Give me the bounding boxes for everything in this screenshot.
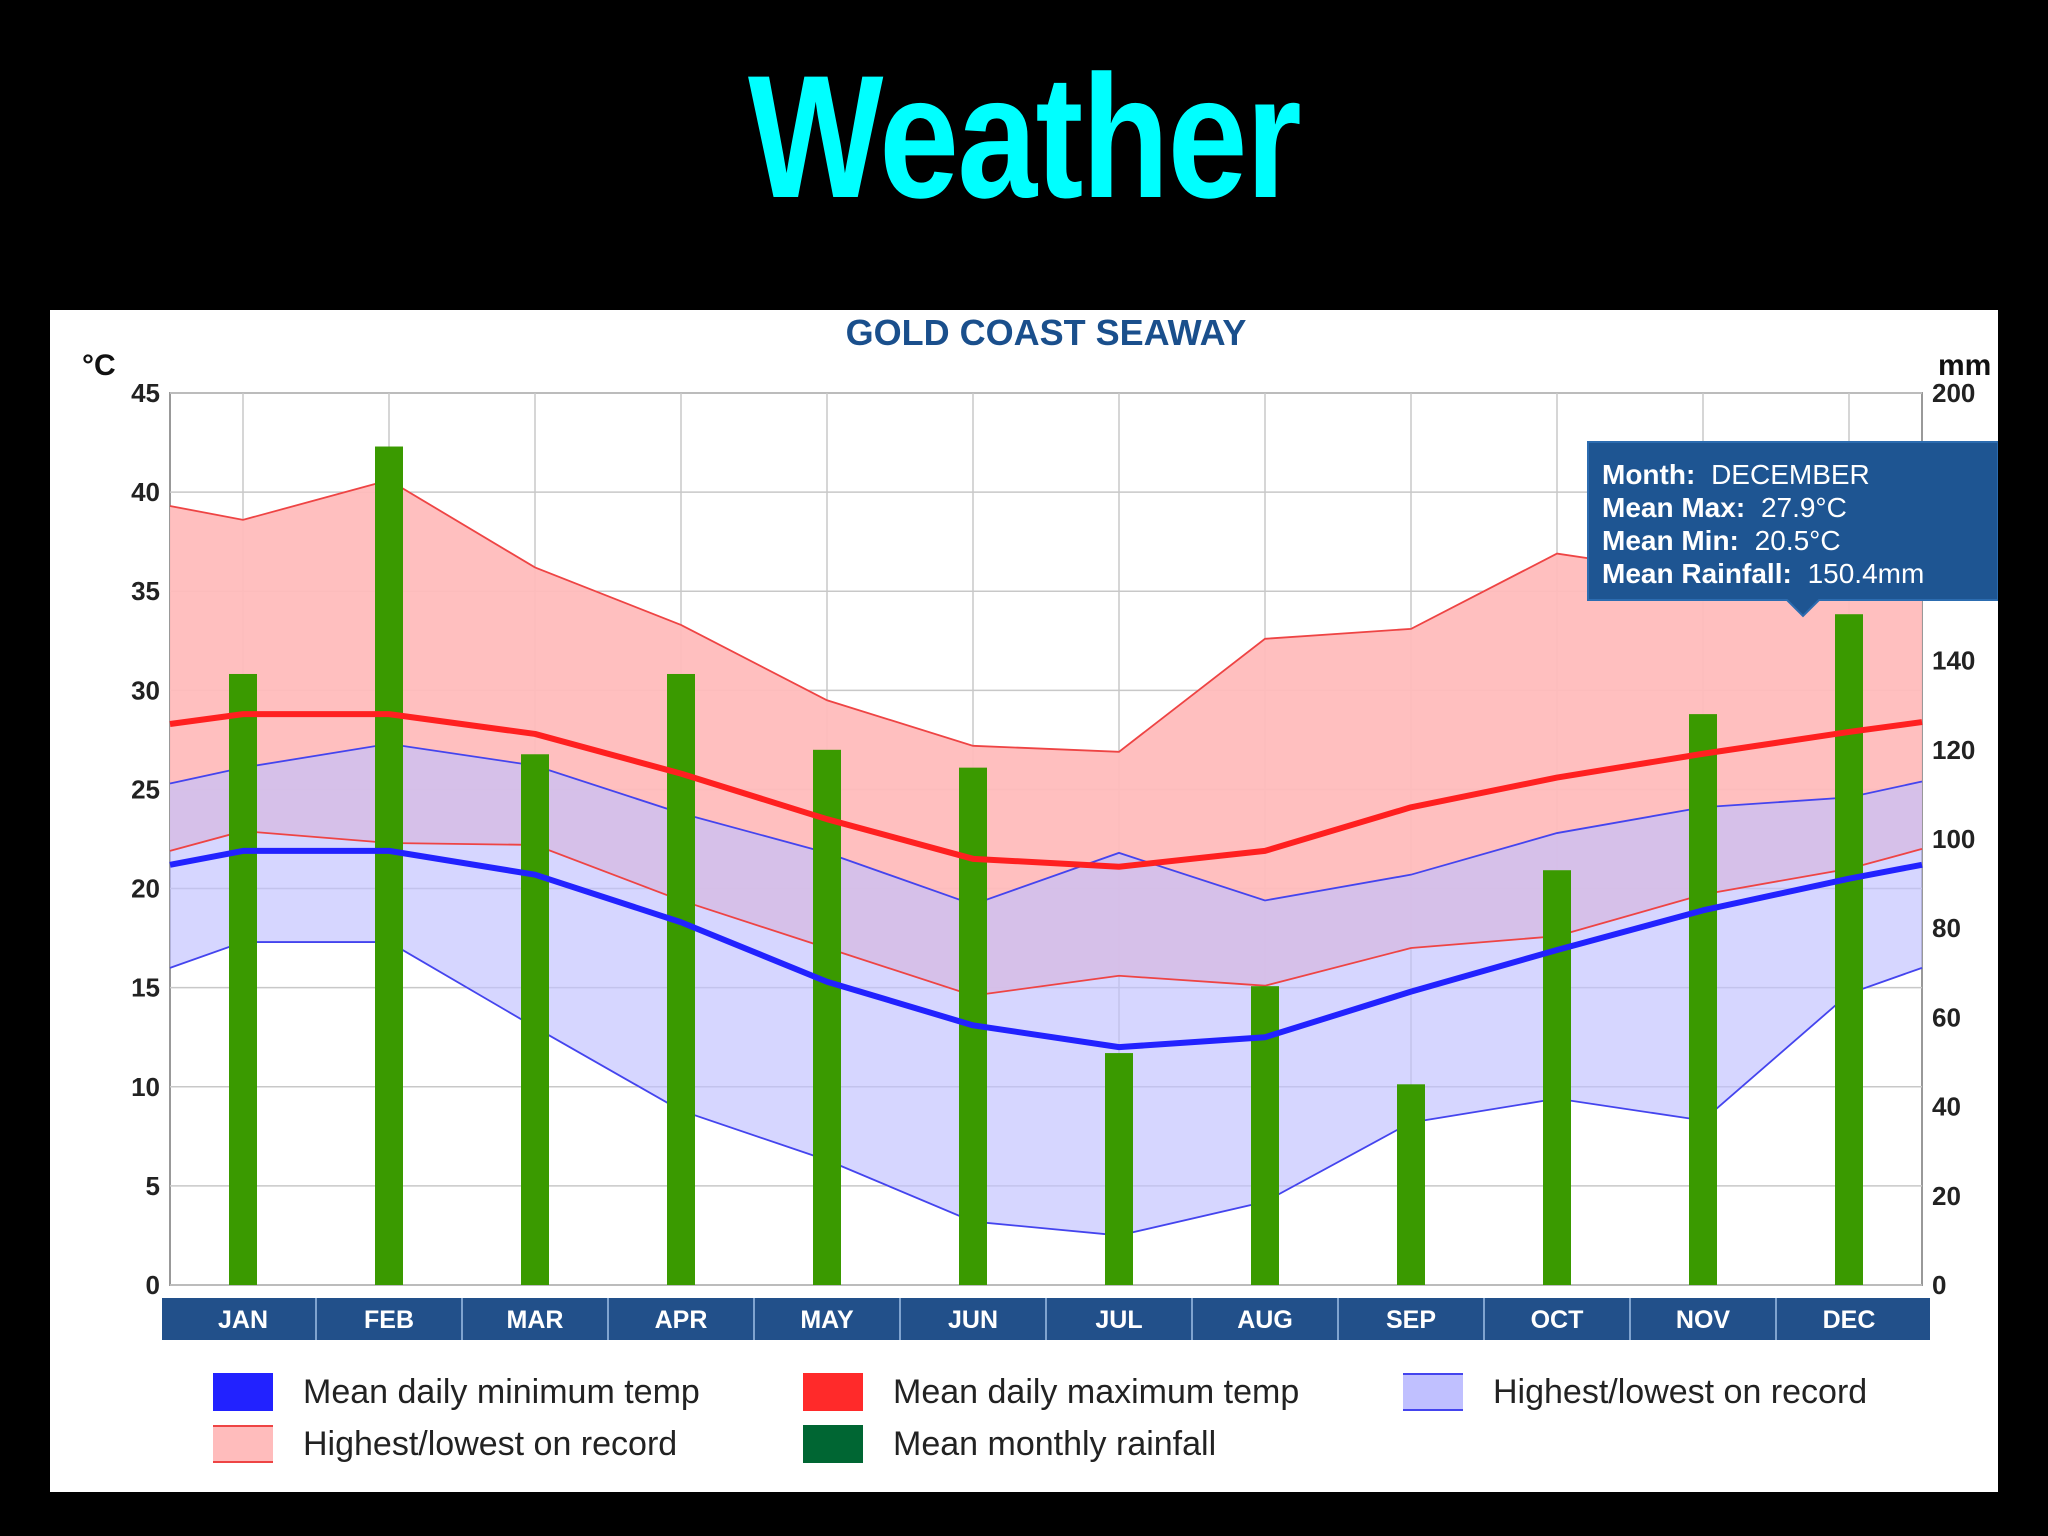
- legend-item-max-temp[interactable]: Mean daily maximum temp: [803, 1370, 1299, 1414]
- left-axis-ticks: 0 5 10 15 20 25 30 35 40 45: [131, 378, 160, 1300]
- mean-min-line: [169, 847, 1923, 1051]
- svg-text:Mean Min: 20.5°C: Mean Min: 20.5°C: [1602, 525, 1841, 556]
- month-label-sep: SEP: [1386, 1306, 1436, 1334]
- rainfall-bar-jul: [1105, 1053, 1133, 1285]
- data-tooltip: Month: DECEMBER Mean Max: 27.9°C Mean Mi…: [1587, 441, 1998, 618]
- slide-title: Weather: [747, 40, 1302, 235]
- right-tick-label: 120: [1932, 735, 1975, 765]
- tooltip-min-label: Mean Min:: [1602, 525, 1739, 556]
- rainfall-bar-feb: [375, 446, 403, 1285]
- tooltip-max-label: Mean Max:: [1602, 492, 1745, 523]
- right-tick-label: 0: [1932, 1270, 1946, 1300]
- mean-lines: [169, 711, 1923, 1051]
- right-axis-unit: mm: [1938, 349, 1991, 382]
- tooltip-max: 27.9°C: [1761, 492, 1847, 523]
- month-label-apr: APR: [655, 1306, 708, 1334]
- climate-chart: GOLD COAST SEAWAY °C mm 0 5 10 15 20 25 30 35 40…: [82, 312, 1998, 1340]
- min-record-high-line: [169, 742, 1923, 906]
- month-label-mar: MAR: [507, 1306, 564, 1334]
- tooltip-rain: 150.4mm: [1808, 558, 1925, 589]
- min-record-low-line: [169, 941, 1923, 1237]
- month-label-jul: JUL: [1095, 1306, 1142, 1334]
- month-label-jan: JAN: [218, 1306, 268, 1334]
- rainfall-bar-nov: [1689, 714, 1717, 1285]
- legend-label-max-record: Highest/lowest on record: [303, 1424, 678, 1463]
- month-label-jun: JUN: [948, 1306, 998, 1334]
- legend-label-max-temp: Mean daily maximum temp: [893, 1372, 1300, 1411]
- chart-legend: Mean daily minimum temp Mean daily maxim…: [160, 1370, 1960, 1480]
- left-tick-label: 20: [131, 874, 160, 904]
- left-tick-label: 35: [131, 576, 160, 606]
- right-tick-label: 40: [1932, 1092, 1961, 1122]
- left-tick-label: 5: [146, 1171, 160, 1201]
- svg-text:Month: DECEMBER: Month: DECEMBER: [1602, 459, 1870, 490]
- rainfall-bar-aug: [1251, 986, 1279, 1285]
- rainfall-bar-dec: [1835, 614, 1863, 1285]
- tooltip-box: [1587, 441, 1998, 618]
- chart-panel: GOLD COAST SEAWAY °C mm 0 5 10 15 20 25 30 35 40…: [50, 310, 1998, 1492]
- tooltip-month-label: Month:: [1602, 459, 1695, 490]
- mean-max-line: [169, 711, 1923, 870]
- legend-swatch-min-temp: [213, 1373, 273, 1411]
- month-axis: JAN FEB MAR APR MAY JUN JUL AUG SEP OCT NOV DEC: [162, 1298, 1930, 1340]
- right-tick-label: 200: [1932, 378, 1975, 408]
- left-tick-label: 10: [131, 1072, 160, 1102]
- legend-item-min-temp[interactable]: Mean daily minimum temp: [213, 1370, 700, 1414]
- month-label-oct: OCT: [1531, 1306, 1584, 1334]
- rainfall-bar-mar: [521, 754, 549, 1285]
- right-tick-label: 100: [1932, 824, 1975, 854]
- legend-swatch-max-record: [213, 1425, 273, 1463]
- right-tick-label: 80: [1932, 913, 1961, 943]
- left-axis-unit: °C: [82, 349, 116, 382]
- month-label-nov: NOV: [1676, 1306, 1731, 1334]
- legend-label-rainfall: Mean monthly rainfall: [893, 1424, 1217, 1463]
- right-tick-label: 60: [1932, 1002, 1961, 1032]
- min-record-band: [170, 743, 1922, 1236]
- rainfall-bar-may: [813, 749, 841, 1285]
- max-record-low-line: [169, 830, 1923, 997]
- chart-title: GOLD COAST SEAWAY: [846, 312, 1247, 353]
- left-tick-label: 0: [146, 1270, 160, 1300]
- left-tick-label: 40: [131, 477, 160, 507]
- month-label-may: MAY: [800, 1306, 854, 1334]
- tooltip-min: 20.5°C: [1755, 525, 1841, 556]
- legend-label-min-record: Highest/lowest on record: [1493, 1372, 1868, 1411]
- right-tick-label: 140: [1932, 646, 1975, 676]
- month-label-aug: AUG: [1237, 1306, 1293, 1334]
- legend-item-max-record[interactable]: Highest/lowest on record: [213, 1422, 677, 1466]
- left-tick-label: 15: [131, 973, 160, 1003]
- legend-swatch-min-record: [1403, 1373, 1463, 1411]
- rainfall-bar-sep: [1397, 1084, 1425, 1285]
- rainfall-bar-jan: [229, 673, 257, 1285]
- left-tick-label: 25: [131, 774, 160, 804]
- tooltip-month: DECEMBER: [1711, 459, 1870, 490]
- tooltip-rain-label: Mean Rainfall:: [1602, 558, 1792, 589]
- legend-label-min-temp: Mean daily minimum temp: [303, 1372, 700, 1411]
- rainfall-bar-apr: [667, 673, 695, 1285]
- legend-swatch-max-temp: [803, 1373, 863, 1411]
- left-tick-label: 45: [131, 378, 160, 408]
- svg-text:Mean Max: 27.9°C: Mean Max: 27.9°C: [1602, 492, 1847, 523]
- legend-swatch-rainfall: [803, 1425, 863, 1463]
- rainfall-bar-oct: [1543, 870, 1571, 1285]
- month-label-feb: FEB: [364, 1306, 414, 1334]
- right-axis-ticks: 0 20 40 60 80 100 120 140 200: [1932, 378, 1975, 1300]
- month-label-dec: DEC: [1823, 1306, 1876, 1334]
- legend-item-rainfall[interactable]: Mean monthly rainfall: [803, 1422, 1216, 1466]
- svg-text:Mean Rainfall: 150.4mm: Mean Rainfall: 150.4mm: [1602, 558, 1924, 589]
- legend-item-min-record[interactable]: Highest/lowest on record: [1403, 1370, 1867, 1414]
- left-tick-label: 30: [131, 675, 160, 705]
- right-tick-label: 20: [1932, 1181, 1961, 1211]
